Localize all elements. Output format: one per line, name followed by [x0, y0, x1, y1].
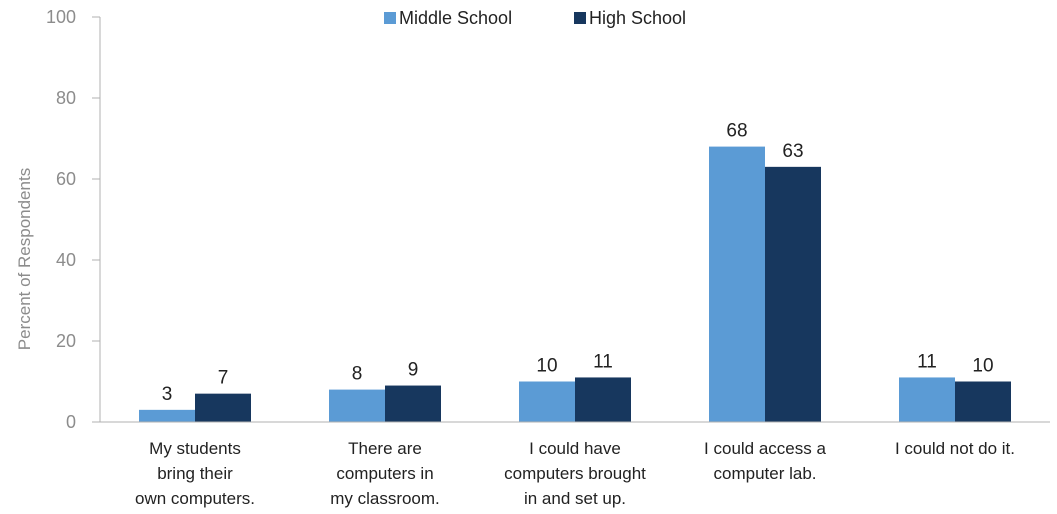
y-tick-label: 40 [56, 250, 76, 270]
bar-high-school [575, 377, 631, 422]
data-label: 10 [972, 356, 993, 377]
bar-high-school [195, 393, 251, 422]
bars [139, 146, 1011, 422]
bar-middle-school [899, 377, 955, 422]
y-tick-label: 0 [66, 412, 76, 432]
bar-middle-school [519, 381, 575, 422]
legend: Middle School High School [384, 8, 686, 28]
y-tick-label: 80 [56, 88, 76, 108]
y-tick-label: 60 [56, 169, 76, 189]
y-tick-label: 20 [56, 331, 76, 351]
legend-swatch [384, 12, 396, 24]
data-label: 68 [726, 121, 747, 142]
y-tick-label: 100 [46, 7, 76, 27]
bar-high-school [955, 381, 1011, 422]
category-label: There are computers in my classroom. [330, 439, 440, 508]
bar-middle-school [139, 409, 195, 422]
legend-label: Middle School [399, 8, 512, 28]
data-label: 3 [162, 384, 173, 405]
y-axis-label: Percent of Respondents [15, 168, 34, 350]
bar-high-school [765, 166, 821, 422]
legend-label: High School [589, 8, 686, 28]
bar-middle-school [709, 146, 765, 422]
data-labels: 3 7 8 9 10 11 68 63 11 10 [162, 121, 994, 405]
bar-high-school [385, 385, 441, 422]
data-label: 10 [536, 356, 557, 377]
data-label: 9 [408, 360, 419, 381]
y-axis: 0 20 40 60 80 100 [46, 7, 101, 432]
category-label: I could have computers brought in and set … [504, 439, 646, 508]
data-label: 63 [782, 141, 803, 162]
legend-swatch [574, 12, 586, 24]
bar-middle-school [329, 389, 385, 422]
category-labels: My students bring their own computers. Ther… [135, 439, 1015, 508]
category-label: I could not do it. [895, 439, 1015, 458]
data-label: 8 [352, 364, 363, 385]
category-label: I could access a computer lab. [704, 439, 826, 483]
data-label: 11 [593, 351, 613, 372]
data-label: 7 [218, 368, 229, 389]
category-label: My students bring their own computers. [135, 439, 255, 508]
data-label: 11 [917, 351, 937, 372]
